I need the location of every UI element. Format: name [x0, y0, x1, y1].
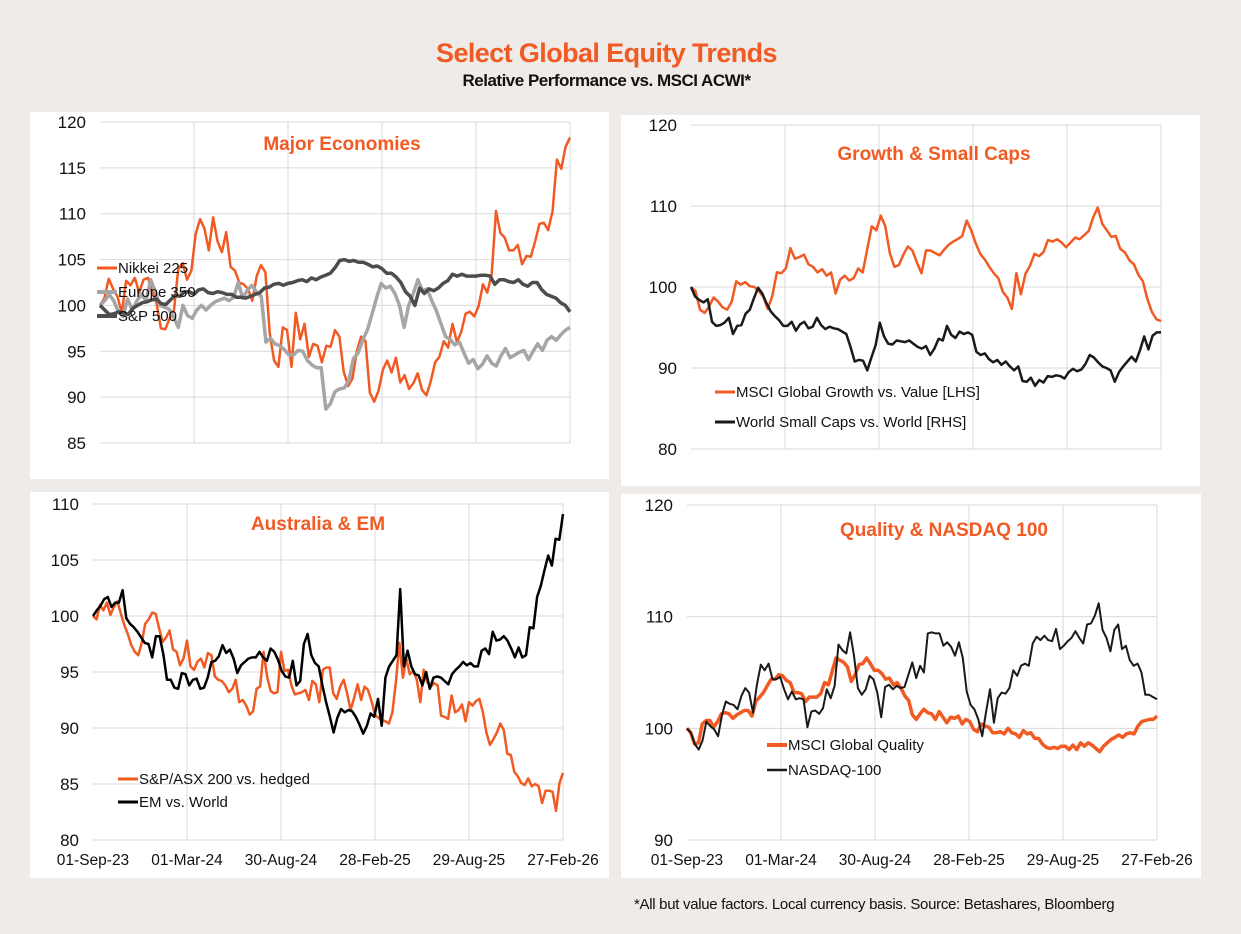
- y-tick-label: 115: [59, 159, 86, 178]
- y-tick-label: 90: [658, 359, 677, 378]
- x-tick-label: 01-Sep-23: [57, 852, 129, 869]
- page-title: Select Global Equity Trends: [436, 38, 778, 68]
- y-tick-label: 90: [60, 719, 79, 738]
- y-tick-label: 90: [67, 388, 86, 407]
- series-line-nasdaq-100: [686, 602, 1158, 751]
- x-tick-label: 01-Mar-24: [151, 852, 223, 869]
- panel-title: Major Economies: [263, 134, 420, 155]
- series-line-msci-global-quality: [685, 656, 1159, 754]
- x-tick-label: 27-Feb-26: [1121, 852, 1193, 869]
- y-tick-label: 120: [58, 113, 86, 132]
- legend-label: S&P 500: [118, 308, 177, 325]
- y-tick-label: 100: [649, 278, 677, 297]
- y-tick-label: 80: [658, 440, 677, 459]
- chart-quality-nasdaq: 90 100 110 120 01-Sep-23 01-Mar-24 30-Aug-24 28…: [645, 496, 1193, 869]
- panel-growth-small-caps: 80 90 100 110 120 Growth & Small Caps MSCI Glo…: [621, 115, 1200, 486]
- y-tick-label: 95: [67, 342, 86, 361]
- panel-australia-em: 80 85 90 95 100 105 110 01-Sep-23 01-Mar-24 30-Au…: [30, 492, 609, 878]
- series-line-s-p-500: [98, 257, 572, 317]
- y-tick-label: 110: [59, 205, 86, 224]
- page-subtitle: Relative Performance vs. MSCI ACWI*: [462, 71, 751, 90]
- y-tick-label: 80: [60, 831, 79, 850]
- panel-title: Quality & NASDAQ 100: [840, 520, 1048, 541]
- series-line-europe-350: [98, 277, 571, 411]
- y-tick-label: 100: [51, 607, 79, 626]
- x-tick-label: 30-Aug-24: [245, 852, 318, 869]
- y-tick-label: 85: [67, 434, 86, 453]
- x-tick-label: 29-Aug-25: [433, 852, 505, 869]
- footnote: *All but value factors. Local currency b…: [634, 896, 1115, 913]
- y-tick-label: 105: [58, 251, 86, 270]
- y-tick-label: 120: [645, 496, 673, 515]
- x-tick-label: 01-Mar-24: [745, 852, 817, 869]
- y-tick-label: 100: [645, 719, 673, 738]
- y-tick-label: 100: [58, 296, 86, 315]
- chart-australia-em: 80 85 90 95 100 105 110 01-Sep-23 01-Mar-24 30-Au…: [51, 495, 599, 869]
- y-tick-label: 85: [60, 775, 79, 794]
- legend-label: World Small Caps vs. World [RHS]: [736, 414, 966, 431]
- legend-label: MSCI Global Quality: [788, 737, 924, 754]
- panel-title: Growth & Small Caps: [837, 144, 1030, 165]
- panel-title: Australia & EM: [251, 514, 385, 535]
- x-tick-label: 30-Aug-24: [839, 852, 912, 869]
- y-tick-label: 90: [654, 831, 673, 850]
- chart-growth-small-caps: 80 90 100 110 120 Growth & Small Caps MSCI Glo…: [649, 116, 1162, 459]
- legend-label: Europe 350: [118, 284, 196, 301]
- panel-quality-nasdaq: 90 100 110 120 01-Sep-23 01-Mar-24 30-Aug-24 28…: [621, 494, 1201, 878]
- x-tick-label: 27-Feb-26: [527, 852, 599, 869]
- series-line-s-p-asx-200-vs-hedged: [92, 600, 565, 813]
- series-line-em-vs-world: [91, 513, 565, 735]
- legend-label: NASDAQ-100: [788, 762, 881, 779]
- x-tick-label: 29-Aug-25: [1027, 852, 1099, 869]
- y-tick-label: 95: [60, 663, 79, 682]
- y-tick-label: 120: [649, 116, 677, 135]
- panel-major-economies: 85 90 95 100 105 110 115 120 Major Economies Nikk…: [30, 112, 609, 479]
- legend-label: S&P/ASX 200 vs. hedged: [139, 771, 310, 788]
- legend-label: EM vs. World: [139, 794, 228, 811]
- legend-label: Nikkei 225: [118, 260, 188, 277]
- series-line-world-small-caps-vs-world-rhs-: [689, 286, 1161, 388]
- legend-label: MSCI Global Growth vs. Value [LHS]: [736, 384, 980, 401]
- x-tick-label: 01-Sep-23: [651, 852, 723, 869]
- x-tick-label: 28-Feb-25: [339, 852, 411, 869]
- chart-major-economies: 85 90 95 100 105 110 115 120 Major Economies Nikk…: [58, 113, 572, 453]
- y-tick-label: 105: [51, 551, 79, 570]
- x-tick-label: 28-Feb-25: [933, 852, 1005, 869]
- y-tick-label: 110: [52, 495, 79, 514]
- series-line-msci-global-growth-vs-value-lhs-: [690, 206, 1162, 323]
- y-tick-label: 110: [646, 608, 673, 627]
- series-line-nikkei-225: [98, 137, 572, 403]
- y-tick-label: 110: [650, 197, 677, 216]
